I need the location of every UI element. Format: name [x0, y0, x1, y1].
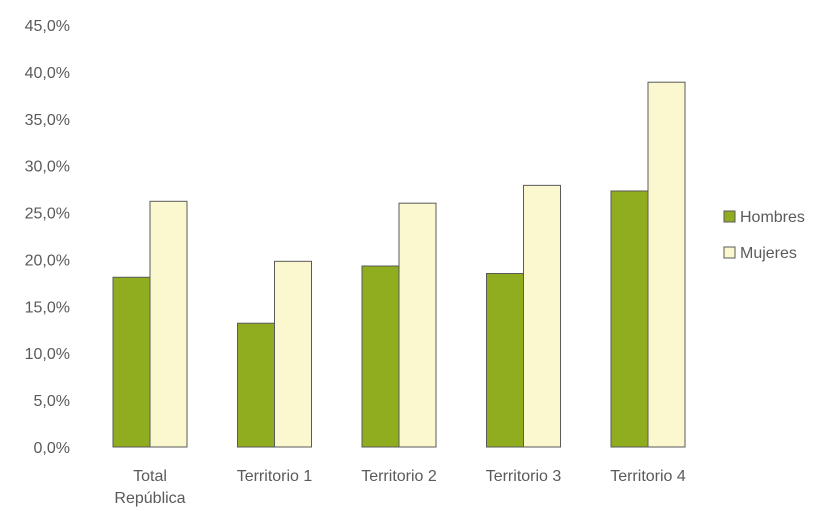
y-tick-label: 30,0% [25, 159, 70, 176]
bar-mujeres-2 [274, 260, 312, 448]
bar-hombres-2 [237, 322, 275, 448]
x-category-label: Territorio 4 [610, 468, 686, 485]
bar-mujeres-3 [398, 202, 437, 448]
x-category-label-line: Total [133, 468, 167, 485]
x-axis-categories: Total República Territorio 1 Territorio 2 Te… [114, 468, 685, 507]
x-category-label: Territorio 1 [237, 468, 313, 485]
x-category-label-line: Territorio 1 [237, 468, 313, 485]
x-category-label: Territorio 3 [486, 468, 562, 485]
y-tick-label: 20,0% [25, 252, 70, 269]
y-tick-label: 5,0% [34, 393, 70, 410]
x-category-label: Territorio 2 [361, 468, 437, 485]
legend-swatch-hombres [723, 210, 736, 223]
bars [112, 81, 686, 448]
y-axis-ticks: 0,0% 5,0% 10,0% 15,0% 20,0% 25,0% 30,0% 35,0% 40… [25, 18, 70, 457]
bar-hombres-4 [486, 273, 524, 448]
x-category-label: Total República [114, 468, 185, 507]
y-tick-label: 0,0% [34, 440, 70, 457]
bar-mujeres-1 [149, 200, 188, 448]
bar-hombres-5 [610, 190, 649, 448]
x-category-label-line: Territorio 3 [486, 468, 562, 485]
y-tick-label: 35,0% [25, 112, 70, 129]
y-tick-label: 40,0% [25, 65, 70, 82]
bar-hombres-3 [361, 265, 400, 448]
bar-hombres-1 [112, 276, 151, 448]
x-category-label-line: Territorio 2 [361, 468, 437, 485]
x-category-label-line: Territorio 4 [610, 468, 686, 485]
legend-swatch-mujeres [723, 246, 736, 259]
y-tick-label: 45,0% [25, 18, 70, 35]
legend-label-hombres: Hombres [740, 209, 805, 226]
legend: Hombres Mujeres [723, 209, 805, 262]
x-category-label-line: República [114, 490, 185, 507]
bar-mujeres-5 [647, 81, 686, 448]
bar-mujeres-4 [523, 184, 561, 448]
y-tick-label: 15,0% [25, 299, 70, 316]
y-tick-label: 25,0% [25, 206, 70, 223]
legend-label-mujeres: Mujeres [740, 245, 797, 262]
y-tick-label: 10,0% [25, 346, 70, 363]
